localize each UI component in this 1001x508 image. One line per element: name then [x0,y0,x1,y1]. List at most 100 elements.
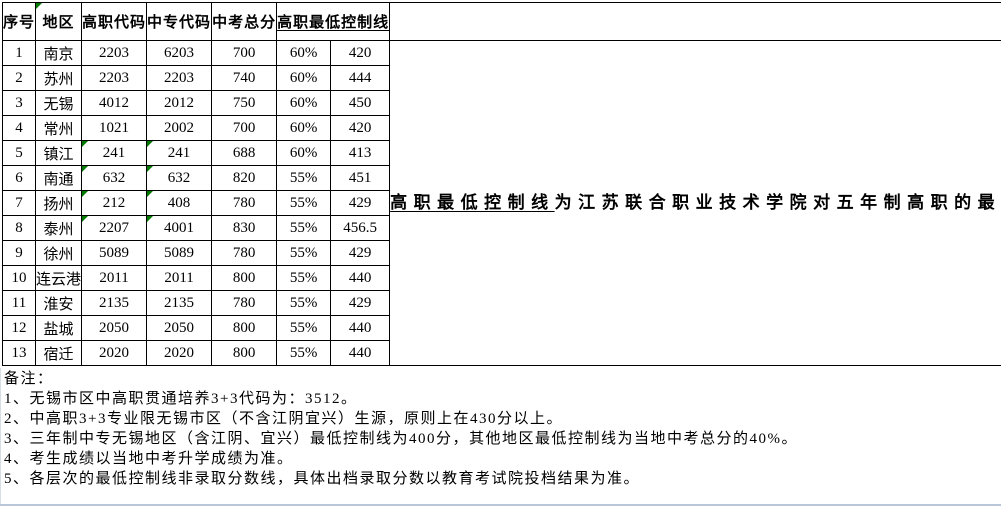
header-remark: 备注 [389,2,1001,41]
cell-value: 420 [348,44,372,61]
cell-value: 800 [232,269,256,286]
cell-total: 800 [211,315,278,341]
cell-gz: 5089 [81,240,148,266]
cell-value: 2050 [99,319,130,336]
cell-value: 宿迁 [43,346,74,363]
cell-value: 2020 [164,344,195,361]
cell-gz: 4012 [81,90,148,116]
cell-gz: 2207 [81,215,148,241]
remark-cell: 高职最低控制线为江苏联合职业技术学院对五年制高职的最低分数要求，并非录取分数线。… [389,40,1001,366]
header-row: 序号 地区 高职代码 中专代码 中考总分 高职最低控制线 备注 [1,2,1001,41]
cell-region: 无锡 [35,90,83,116]
cell-value: 429 [348,244,372,261]
header-gz-code-label: 高职代码 [82,15,147,31]
cell-value: 6203 [164,44,195,61]
cell-value: 241 [102,144,126,161]
cell-value: 2002 [164,119,195,136]
cell-total: 700 [211,115,278,141]
cell-value: 750 [232,94,256,111]
header-zz-code: 中专代码 [146,2,213,41]
cell-error-flag-icon [82,141,89,147]
cell-line: 420 [330,115,391,141]
cell-value: 60% [289,144,318,161]
table-row: 13 宿迁 2020 2020 800 55% 440 [1,340,1001,366]
cell-value: 5 [15,144,23,161]
cell-value: 4 [15,119,23,136]
cell-no: 5 [1,140,37,166]
cell-zz: 241 [146,140,213,166]
cell-error-flag-icon [36,3,43,9]
cell-line: 429 [330,240,391,266]
cell-value: 429 [348,294,372,311]
cell-zz: 2002 [146,115,213,141]
table-row: 7 扬州 212 408 780 55% 429 [1,190,1001,216]
cell-zz: 6203 [146,40,213,66]
cell-zz: 2050 [146,315,213,341]
header-gz-code: 高职代码 [81,2,148,41]
table-row: 5 镇江 241 241 688 60% 413 [1,140,1001,166]
note-item-2: 2、中高职3+3专业限无锡市区（不含江阴宜兴）生源，原则上在430分以上。 [4,411,563,427]
cell-no: 12 [1,315,37,341]
cell-error-flag-icon [82,166,89,172]
cell-value: 780 [232,194,256,211]
cell-line: 440 [330,340,391,366]
header-region-label: 地区 [42,15,75,31]
cell-value: 扬州 [43,196,74,213]
cell-value: 2203 [99,69,130,86]
sheet-bottom-gridline [0,504,1001,506]
cell-total: 780 [211,290,278,316]
cell-value: 688 [232,144,256,161]
cell-value: 徐州 [43,246,74,263]
cell-total: 800 [211,340,278,366]
cell-value: 2050 [164,319,195,336]
cell-value: 7 [15,194,23,211]
cell-value: 800 [232,344,256,361]
cell-value: 55% [289,344,318,361]
cell-value: 55% [289,319,318,336]
cell-value: 2011 [164,269,194,286]
note-item-1: 1、无锡市区中高职贯通培养3+3代码为：3512。 [4,391,358,407]
cell-value: 420 [348,119,372,136]
cell-value: 2203 [164,69,195,86]
cell-line: 444 [330,65,391,91]
cell-pct: 60% [276,40,332,66]
cell-value: 连云港 [36,271,82,288]
table-body: 1 南京 2203 6203 700 60% 420 高职最低控制线为江苏联合职业技术学院对五… [1,40,1001,366]
cell-value: 413 [348,144,372,161]
cell-value: 830 [232,219,256,236]
cell-gz: 1021 [81,115,148,141]
cell-value: 440 [348,269,372,286]
cell-no: 3 [1,90,37,116]
cell-pct: 60% [276,90,332,116]
note-item-4: 4、考生成绩以当地中考升学成绩为准。 [4,451,294,467]
cell-value: 55% [289,219,318,236]
cell-total: 780 [211,240,278,266]
cell-value: 451 [348,169,372,186]
note-item-3: 3、三年制中专无锡地区（含江阴、宜兴）最低控制线为400分，其他地区最低控制线为… [4,431,798,447]
cell-pct: 60% [276,115,332,141]
cell-region: 宿迁 [35,340,83,366]
cell-no: 4 [1,115,37,141]
cell-total: 700 [211,40,278,66]
cell-region: 徐州 [35,240,83,266]
cell-value: 6 [15,169,23,186]
table-row: 1 南京 2203 6203 700 60% 420 高职最低控制线为江苏联合职业技术学院对五… [1,40,1001,366]
note-item-5: 5、各层次的最低控制线非录取分数线，具体出档录取分数以教育考试院投档结果为准。 [4,471,641,487]
cell-total: 780 [211,190,278,216]
cell-value: 盐城 [43,321,74,338]
cell-gz: 241 [81,140,148,166]
cell-value: 2135 [164,294,195,311]
cell-line: 420 [330,40,391,66]
cell-error-flag-icon [82,216,89,222]
cell-value: 泰州 [43,221,74,238]
cell-value: 55% [289,169,318,186]
cell-region: 南通 [35,165,83,191]
cell-no: 6 [1,165,37,191]
cell-value: 2011 [99,269,129,286]
cell-region: 镇江 [35,140,83,166]
cell-pct: 55% [276,215,332,241]
cell-line: 450 [330,90,391,116]
cell-gz: 2011 [81,265,148,291]
sheet-left-edge-line [0,368,1,504]
cell-value: 800 [232,319,256,336]
